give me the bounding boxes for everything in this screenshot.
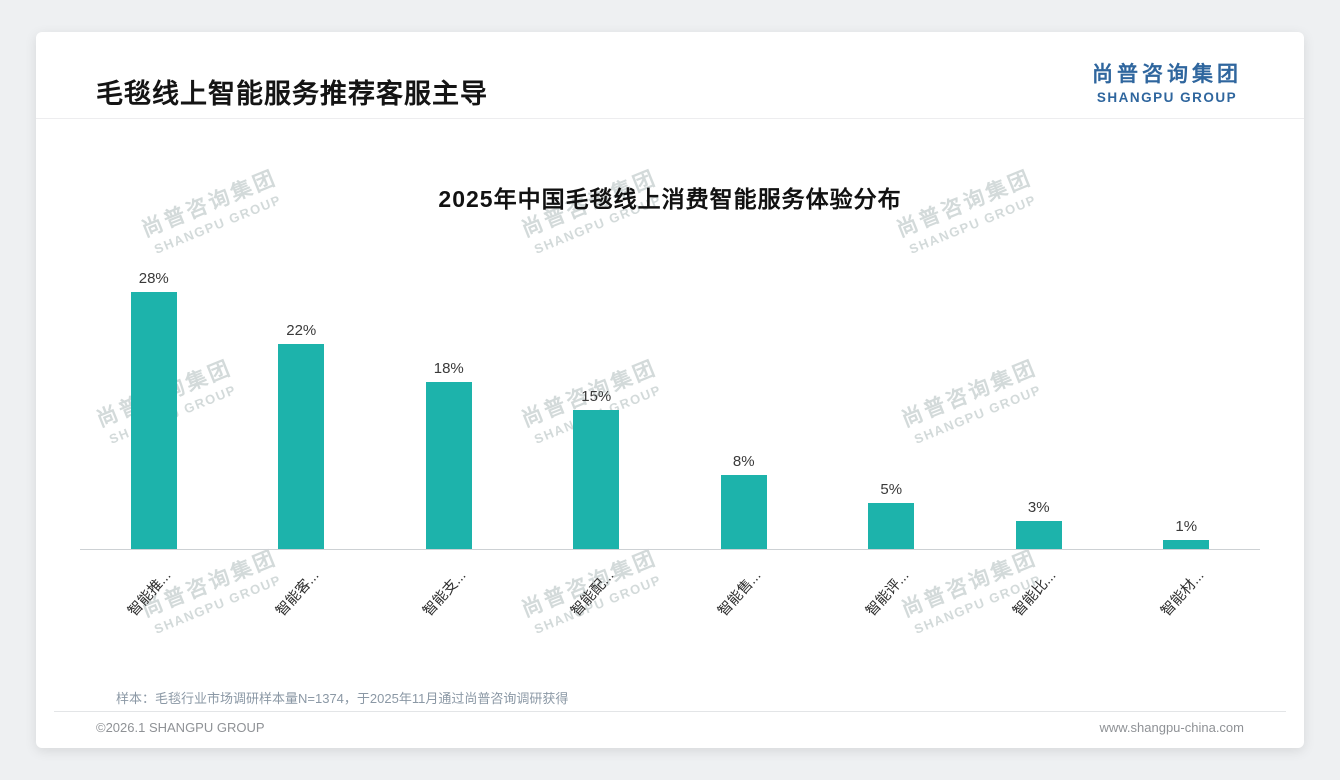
x-axis-labels: 智能推... 智能客... 智能支... 智能配... 智能售... 智能评... 智能比.… [80,551,1260,647]
x-axis-label: 智能售... [715,567,765,620]
plot-area: 28% 22% 18% 15% 8% 5% 3% 1% [80,270,1260,550]
x-axis-label: 智能推... [125,567,175,620]
footer-divider [54,711,1286,712]
x-label-cell: 智能支... [375,551,523,647]
footer-copyright: ©2026.1 SHANGPU GROUP [96,720,265,735]
bar-column: 5% [818,270,966,549]
bar-value-label: 15% [581,387,612,405]
x-label-cell: 智能推... [80,551,228,647]
slide-card: 尚普咨询集团 SHANGPU GROUP 尚普咨询集团 SHANGPU GROUP 尚普… [36,32,1304,748]
bar [1163,539,1210,549]
bar [130,292,177,549]
x-axis-label: 智能支... [420,567,470,620]
bar-value-label: 1% [1175,517,1198,535]
bar-value-label: 3% [1027,499,1050,517]
brand-logo: 尚普咨询集团 SHANGPU GROUP [1092,58,1242,105]
bar-value-label: 18% [433,359,464,377]
bar [278,344,325,549]
footer: ©2026.1 SHANGPU GROUP www.shangpu-china.… [96,720,1244,735]
bar [1015,521,1062,549]
x-label-cell: 智能配... [523,551,671,647]
bar-column: 18% [375,270,523,549]
brand-logo-english: SHANGPU GROUP [1096,90,1238,105]
x-axis-label: 智能材... [1158,567,1208,620]
bar-column: 28% [80,270,228,549]
brand-logo-chinese: 尚普咨询集团 [1092,63,1242,86]
bar [573,409,620,549]
bar [720,474,767,549]
footer-website: www.shangpu-china.com [1099,720,1244,735]
bar-value-label: 22% [286,322,317,340]
bar-column: 15% [523,270,671,549]
bar-column: 1% [1113,270,1261,549]
x-label-cell: 智能材... [1113,551,1261,647]
x-axis-label: 智能客... [273,567,323,620]
x-axis-label: 智能配... [568,567,618,620]
bar-column: 3% [965,270,1113,549]
chart-title: 2025年中国毛毯线上消费智能服务体验分布 [438,186,902,212]
page-title: 毛毯线上智能服务推荐客服主导 [96,79,488,109]
x-label-cell: 智能售... [670,551,818,647]
bar [868,502,915,549]
x-axis-label: 智能比... [1010,567,1060,620]
x-label-cell: 智能评... [818,551,966,647]
header-divider [36,118,1304,119]
x-label-cell: 智能客... [228,551,376,647]
x-axis-label: 智能评... [863,567,913,620]
bar-value-label: 28% [138,270,169,287]
bar-value-label: 5% [880,480,903,498]
bar [425,381,472,549]
sample-note: 样本：毛毯行业市场调研样本量N=1374，于2025年11月通过尚普咨询调研获得 [116,691,569,706]
bar-value-label: 8% [732,452,755,470]
bar-column: 8% [670,270,818,549]
x-label-cell: 智能比... [965,551,1113,647]
bar-column: 22% [228,270,376,549]
